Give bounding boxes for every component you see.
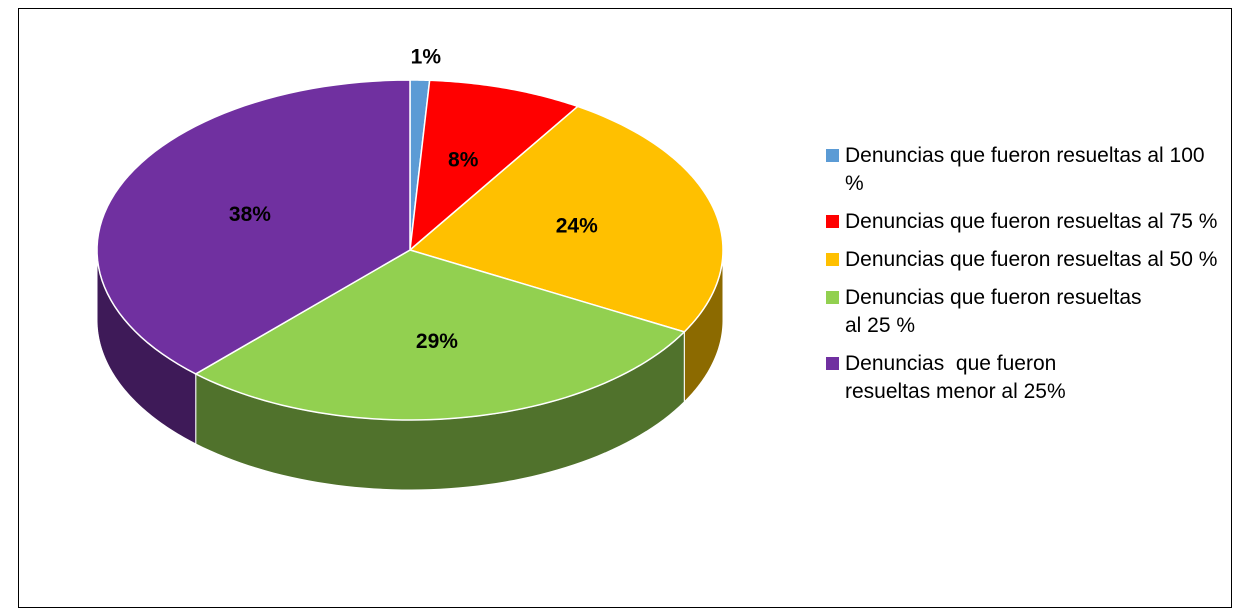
- slice: [408, 105, 724, 333]
- legend-swatch: [826, 291, 839, 304]
- value-label: 8%: [448, 149, 479, 172]
- value-labels: 1% 8% 24% 29% 38%: [229, 46, 598, 353]
- legend-item: Denuncias que fueron resueltas al 75 %: [826, 208, 1220, 236]
- slices: [96, 79, 724, 421]
- legend-label: Denuncias que fueron resueltas al 50 %: [845, 248, 1218, 271]
- value-label: 38%: [229, 203, 271, 226]
- legend-item: Denuncias que fueron resueltas al 50 %: [826, 246, 1220, 274]
- legend-label: Denuncias que fueron resueltas menor al …: [845, 352, 1066, 403]
- legend-label: Denuncias que fueron resueltas al 25 %: [845, 286, 1148, 337]
- legend-item: Denuncias que fueron resueltas menor al …: [826, 350, 1220, 406]
- slice: [96, 79, 411, 375]
- slice: [194, 249, 686, 421]
- legend-swatch: [826, 149, 839, 162]
- legend-label: Denuncias que fueron resueltas al 75 %: [845, 210, 1218, 233]
- legend-swatch: [826, 215, 839, 228]
- value-label: 1%: [411, 46, 442, 69]
- legend-swatch: [826, 357, 839, 370]
- legend-item: Denuncias que fueron resueltas al 25 %: [826, 284, 1220, 340]
- value-label: 29%: [416, 330, 458, 353]
- chart-frame: [18, 8, 1232, 608]
- legend-item: Denuncias que fueron resueltas al 100 %: [826, 142, 1220, 198]
- legend: Denuncias que fueron resueltas al 100 % D…: [826, 142, 1220, 416]
- slice: [409, 79, 580, 252]
- legend-swatch: [826, 253, 839, 266]
- legend-label: Denuncias que fueron resueltas al 100 %: [845, 144, 1211, 195]
- value-label: 24%: [556, 214, 598, 237]
